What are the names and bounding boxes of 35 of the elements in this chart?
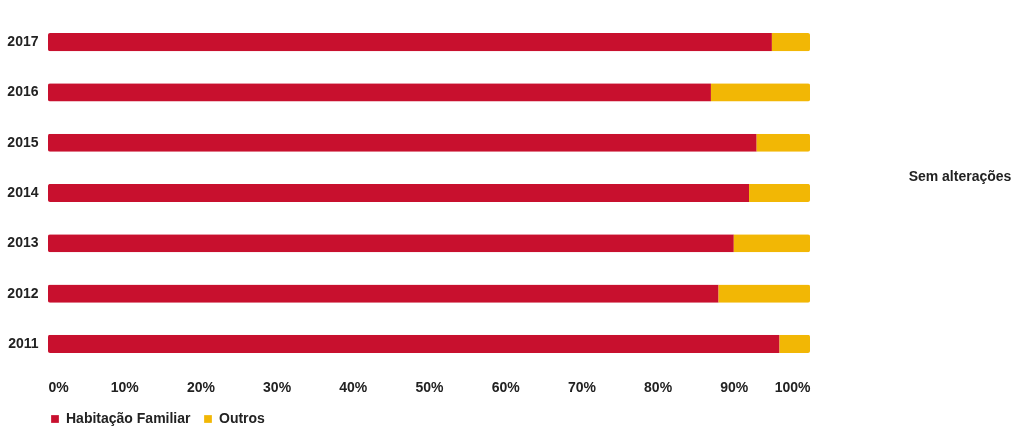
bar [710,83,810,102]
bar [718,284,810,303]
x-tick-label: 0% [48,378,70,395]
bar [756,133,810,152]
x-tick-label: 100% [774,378,812,395]
y-tick-label: 2013 [7,234,39,251]
y-tick-label: 2015 [7,133,39,150]
y-tick-label: 2016 [7,83,39,100]
y-tick-label: 2014 [7,184,39,200]
y-tick-label: 2017 [7,33,39,50]
bar [48,133,757,152]
legend-label: Outros [219,410,266,426]
y-tick-label: 2012 [7,284,39,301]
x-tick-label: 10% [110,378,140,395]
x-tick-label: 60% [491,378,521,395]
bar [48,183,750,203]
bar [779,334,810,353]
x-tick-label: 90% [720,378,749,395]
x-tick-label: 20% [186,378,216,395]
bar [48,334,780,353]
x-tick-label: 50% [415,378,445,395]
bar [48,284,719,303]
legend-label: Habitação Familiar [66,410,192,426]
text: Sem alterações [907,168,1013,184]
x-tick-label: 30% [263,378,292,395]
bar [749,183,810,203]
bar [48,33,772,52]
bar [48,83,711,102]
x-tick-label: 40% [339,378,368,395]
x-tick-label: 80% [644,378,673,395]
y-tick-label: 2011 [8,334,39,351]
bar [771,33,810,52]
bar [733,234,810,253]
bar [48,234,734,253]
x-tick-label: 70% [567,378,597,395]
